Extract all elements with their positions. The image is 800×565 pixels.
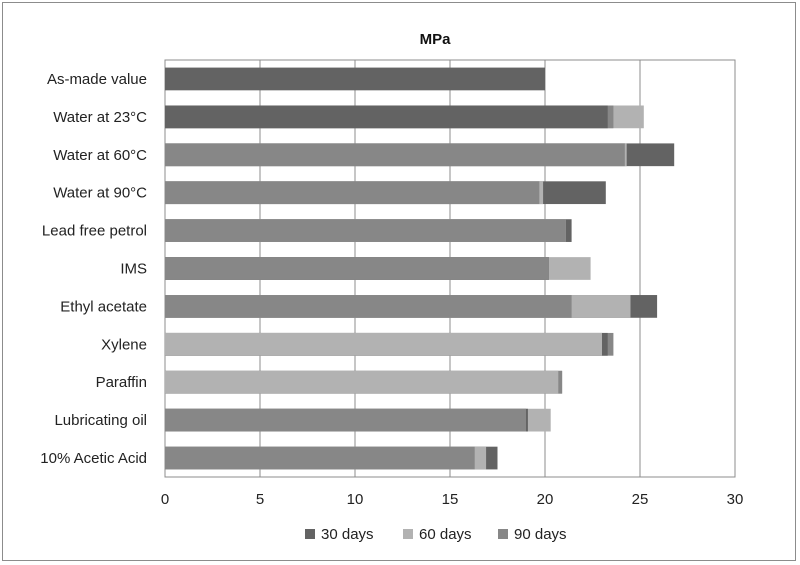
- x-tick-label: 10: [347, 491, 364, 508]
- x-tick-label: 25: [632, 491, 649, 508]
- category-label: Water at 90°C: [53, 185, 147, 202]
- legend-label-60-days: 60 days: [419, 526, 472, 543]
- bar-30-days: [165, 67, 545, 91]
- x-tick-label: 0: [161, 491, 169, 508]
- chart-title: MPa: [420, 31, 452, 48]
- category-label: Ethyl acetate: [60, 298, 147, 315]
- category-label: Xylene: [101, 336, 147, 353]
- bar-layer: [165, 67, 675, 470]
- bar-90-days: [165, 219, 566, 242]
- legend: 30 days 60 days 90 days: [305, 526, 567, 543]
- category-label: 10% Acetic Acid: [40, 450, 147, 467]
- x-tick-label: 15: [442, 491, 459, 508]
- category-label: Water at 23°C: [53, 109, 147, 126]
- bar-90-days: [165, 408, 526, 432]
- x-tick-label: 30: [727, 491, 744, 508]
- bar-90-days: [165, 257, 549, 280]
- x-tick-label: 5: [256, 491, 264, 508]
- category-label: As-made value: [47, 71, 147, 88]
- bar-90-days: [165, 143, 625, 167]
- bar-90-days: [165, 446, 475, 470]
- bar-30-days: [165, 105, 608, 129]
- category-label: Lubricating oil: [54, 412, 147, 429]
- bar-60-days: [165, 332, 602, 356]
- bar-90-days: [165, 295, 572, 318]
- legend-swatch-60-days: [403, 529, 413, 539]
- x-tick-label: 20: [537, 491, 554, 508]
- category-label: Paraffin: [96, 374, 147, 391]
- bar-90-days: [165, 181, 540, 205]
- category-label: Water at 60°C: [53, 147, 147, 164]
- category-label: IMS: [120, 261, 147, 278]
- bar-60-days: [165, 370, 559, 394]
- axis-layer: 0 5 10 15 20 25 30 As-made value Water at 23°C Wa…: [40, 71, 743, 508]
- legend-swatch-90-days: [498, 529, 508, 539]
- category-label: Lead free petrol: [42, 223, 147, 240]
- legend-label-90-days: 90 days: [514, 526, 567, 543]
- legend-swatch-30-days: [305, 529, 315, 539]
- legend-label-30-days: 30 days: [321, 526, 374, 543]
